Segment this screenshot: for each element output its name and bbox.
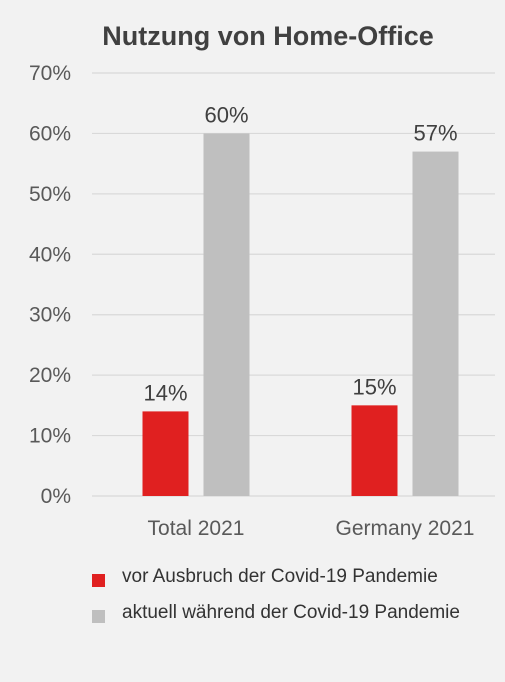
- bar-before: [351, 405, 398, 496]
- legend: vor Ausbruch der Covid-19 Pandemie aktue…: [92, 565, 492, 625]
- x-category-label: Germany 2021: [336, 517, 475, 540]
- y-tick-label: 40%: [29, 243, 71, 266]
- data-label: 14%: [143, 380, 187, 405]
- data-label: 15%: [352, 374, 396, 399]
- legend-item-before: vor Ausbruch der Covid-19 Pandemie: [92, 565, 492, 589]
- y-tick-label: 20%: [29, 364, 71, 387]
- y-tick-label: 60%: [29, 122, 71, 145]
- y-tick-label: 70%: [29, 62, 71, 85]
- legend-item-during: aktuell während der Covid-19 Pandemie: [92, 601, 492, 625]
- legend-label-before: vor Ausbruch der Covid-19 Pandemie: [122, 566, 438, 587]
- bar-before: [142, 411, 189, 496]
- chart-title: Nutzung von Home-Office: [102, 21, 434, 51]
- y-tick-label: 30%: [29, 304, 71, 327]
- y-tick-label: 10%: [29, 425, 71, 448]
- x-axis-categories: Total 2021 Germany 2021: [148, 517, 475, 540]
- x-category-label: Total 2021: [148, 517, 245, 540]
- y-axis-ticks: 0% 10% 20% 30% 40% 50% 60% 70%: [29, 62, 71, 508]
- bar-during: [203, 133, 250, 496]
- y-tick-label: 0%: [41, 485, 71, 508]
- legend-swatch-grey: [92, 610, 105, 623]
- y-tick-label: 50%: [29, 183, 71, 206]
- data-labels: 14% 60% 15% 57%: [143, 102, 457, 405]
- legend-swatch-red: [92, 574, 105, 587]
- bar-during: [412, 151, 459, 497]
- data-label: 60%: [204, 102, 248, 127]
- bars: [142, 133, 459, 497]
- legend-label-during: aktuell während der Covid-19 Pandemie: [122, 602, 460, 623]
- data-label: 57%: [413, 121, 457, 146]
